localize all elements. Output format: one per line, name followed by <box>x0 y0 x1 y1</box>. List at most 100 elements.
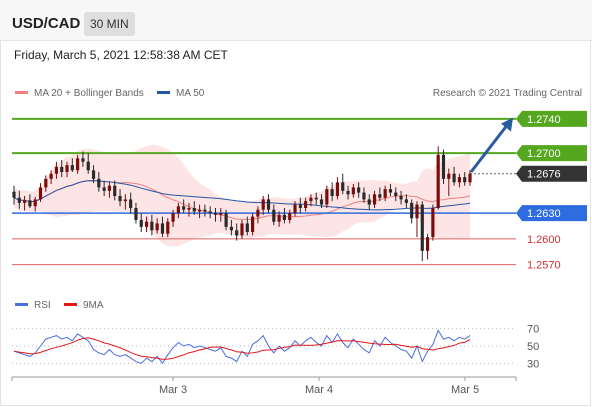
candle <box>139 213 143 232</box>
candle-body <box>203 209 207 212</box>
ma20-legend-label: MA 20 + Bollinger Bands <box>34 88 144 99</box>
candle-body <box>28 200 32 207</box>
candle-body <box>436 154 440 208</box>
candle <box>224 209 228 231</box>
candle-body <box>129 199 133 208</box>
timeframe-button[interactable]: 30 MIN <box>84 12 135 36</box>
candle-body <box>182 206 186 210</box>
candle <box>229 220 233 236</box>
rsi-level-label: 30 <box>527 358 539 370</box>
candle <box>304 197 308 212</box>
candle-body <box>362 192 366 200</box>
candle-body <box>54 166 59 174</box>
candle <box>33 196 37 212</box>
candle-body <box>325 189 329 205</box>
candle <box>314 192 318 205</box>
bollinger-band <box>14 144 470 247</box>
candle <box>404 194 408 208</box>
candle <box>447 168 451 196</box>
candle <box>76 154 80 174</box>
candle-body <box>107 185 112 191</box>
candle-body <box>410 202 414 219</box>
candle-body <box>91 170 96 179</box>
candle <box>97 172 101 192</box>
candle-body <box>357 187 361 193</box>
current-price-label: 1.2676 <box>527 169 561 181</box>
candle <box>309 194 313 207</box>
candle <box>113 180 117 201</box>
candle <box>325 185 329 208</box>
candle <box>319 194 324 208</box>
current-price-tag <box>516 165 587 182</box>
resistance-label: 1.2740 <box>527 114 561 126</box>
candle <box>441 149 446 184</box>
candle-body <box>139 220 143 227</box>
candle <box>17 190 21 209</box>
candle-body <box>240 223 244 236</box>
candle <box>330 182 334 202</box>
candle-body <box>113 185 117 196</box>
candle <box>150 214 154 236</box>
candle <box>219 208 223 222</box>
candle <box>277 211 281 227</box>
candle <box>468 170 472 186</box>
candle <box>60 160 64 178</box>
candle-body <box>17 197 21 203</box>
candle <box>335 177 340 200</box>
rsi-legend-swatch <box>15 303 28 306</box>
forecast-arrow <box>469 117 513 173</box>
candle-body <box>351 187 355 195</box>
candle <box>171 209 175 227</box>
resistance-tag <box>516 145 587 162</box>
rsi-line <box>13 329 471 365</box>
rsi-legend-label: RSI <box>34 300 51 311</box>
candle <box>70 158 74 172</box>
candle-body <box>166 221 170 234</box>
candle <box>28 194 32 208</box>
ma20-legend-swatch <box>15 91 28 94</box>
ma9-legend-swatch <box>64 303 77 306</box>
candle-body <box>420 204 424 251</box>
candle-body <box>49 173 53 179</box>
candle <box>378 187 382 202</box>
x-tick-label: Mar 4 <box>305 384 333 396</box>
candle <box>166 218 170 238</box>
candle <box>346 185 350 200</box>
candle <box>351 184 355 198</box>
candle-body <box>38 187 43 200</box>
candle <box>65 161 69 178</box>
candle <box>266 194 271 214</box>
candle-body <box>298 204 302 208</box>
x-tick-label: Mar 5 <box>451 384 479 396</box>
candle-body <box>293 204 297 214</box>
candle <box>176 202 180 219</box>
candle <box>282 208 287 224</box>
resistance-tag <box>516 110 587 127</box>
candle-body <box>229 226 233 231</box>
header-bar: USD/CAD 30 MIN <box>0 0 592 41</box>
candle-body <box>86 161 90 171</box>
candle-body <box>415 204 419 219</box>
candle <box>383 185 387 202</box>
candle-body <box>134 208 138 220</box>
candle <box>410 199 414 224</box>
candle <box>86 153 90 174</box>
candle-body <box>452 173 456 183</box>
candle <box>160 216 165 238</box>
candle-body <box>76 158 80 171</box>
candle-body <box>314 197 318 200</box>
support-tag <box>516 205 587 222</box>
candle <box>118 189 122 207</box>
candle-body <box>155 223 159 231</box>
candle <box>38 183 43 202</box>
candle-body <box>160 223 165 234</box>
candle <box>394 187 398 202</box>
candle-body <box>277 214 281 222</box>
candle-body <box>65 165 69 172</box>
ma50-legend-swatch <box>157 91 170 94</box>
candle <box>399 190 403 205</box>
candle <box>431 204 435 241</box>
candle-body <box>399 196 403 200</box>
candle-body <box>272 209 276 222</box>
candle-body <box>12 191 16 198</box>
